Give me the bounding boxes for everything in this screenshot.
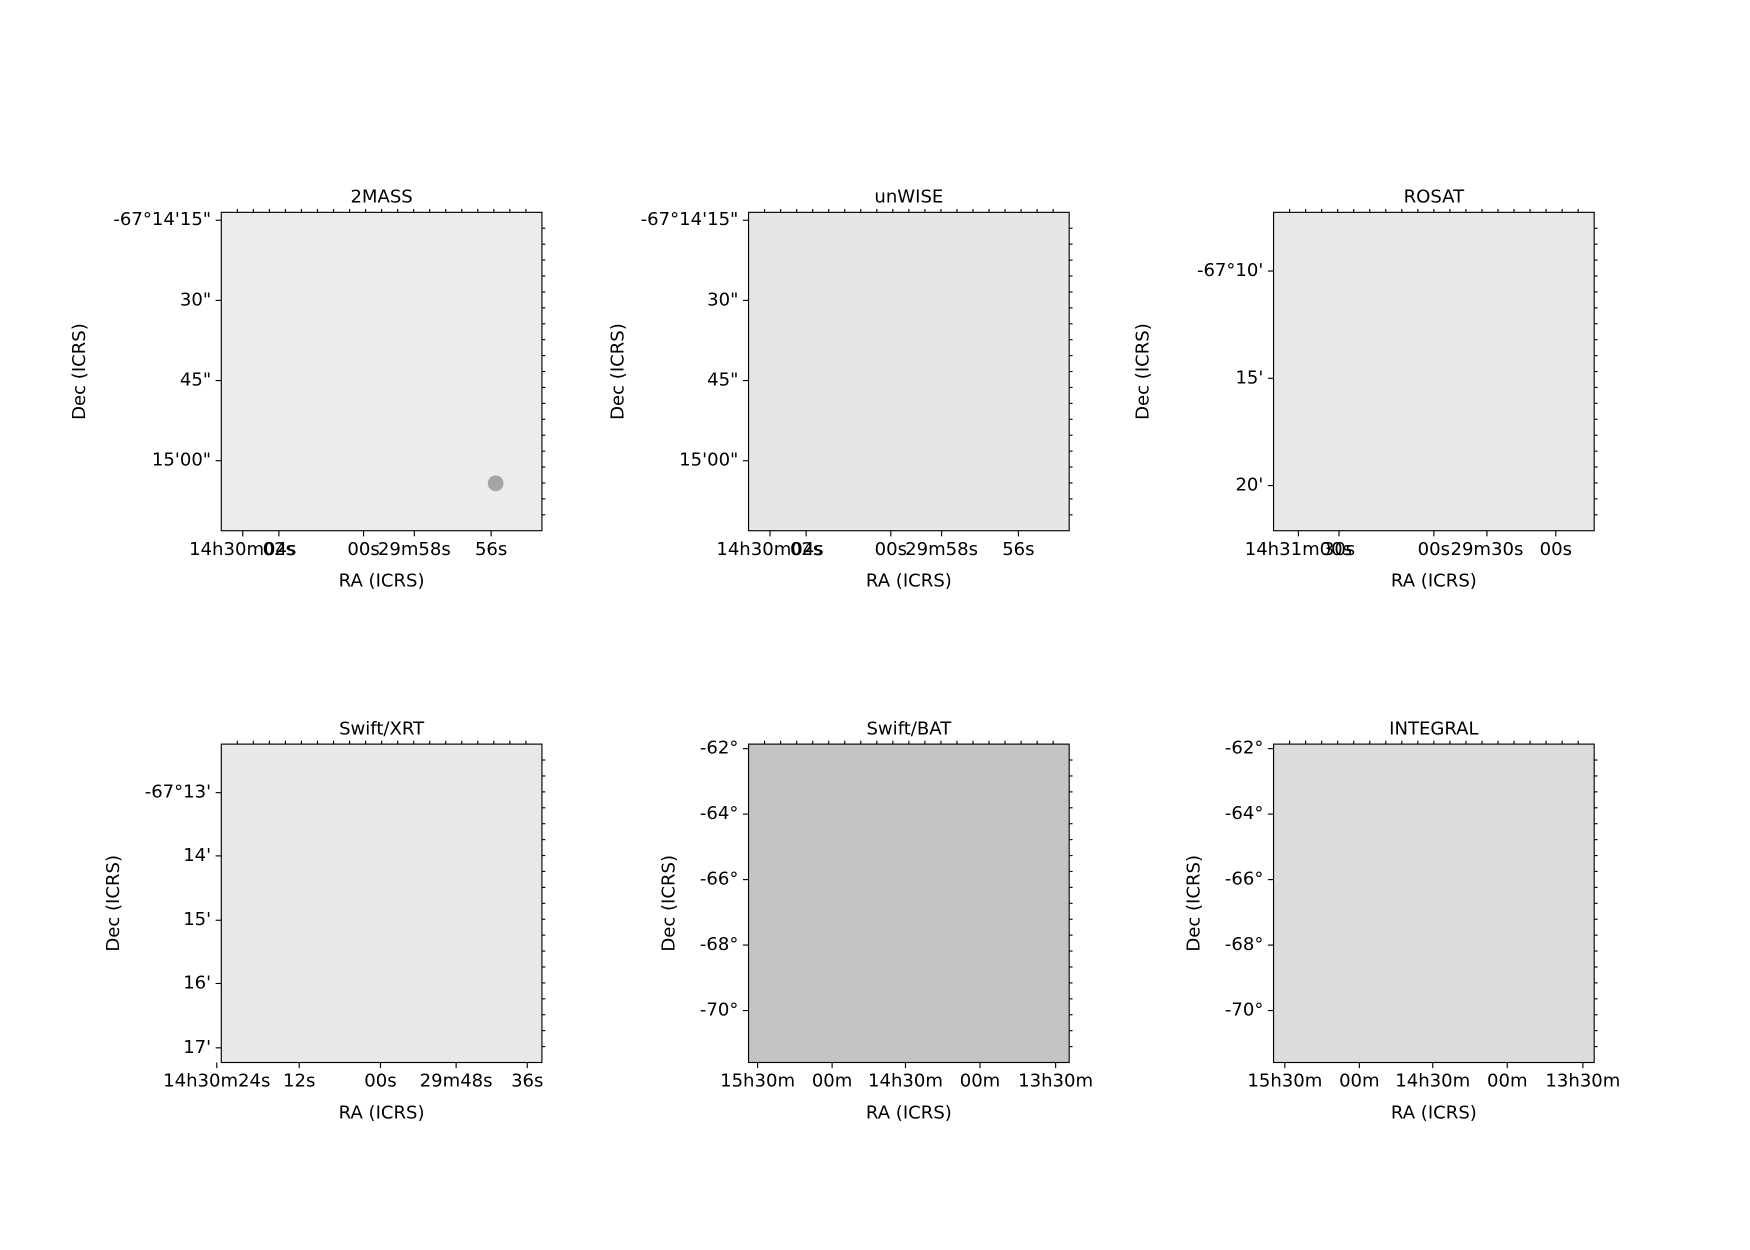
x-tick-label: 14h30m04s [189,539,296,560]
image-background [748,212,1070,531]
x-axis-label: RA (ICRS) [866,1102,952,1123]
panel-title: ROSAT [1404,187,1465,208]
y-tick-label: -62° [700,738,738,759]
panel-title: unWISE [874,187,943,208]
marker [487,475,504,492]
x-tick-label: 14h30m [1395,1071,1470,1092]
x-tick-label: 30s [1323,539,1355,560]
y-axis-label: Dec (ICRS) [608,323,629,420]
x-tick-label: 56s [475,539,507,560]
panel-title: Swift/BAT [866,718,952,739]
y-tick-label: 30" [180,289,211,310]
x-tick-label: 00m [1339,1071,1380,1092]
x-axis-label: RA (ICRS) [339,1102,425,1123]
y-axis-label: Dec (ICRS) [659,855,680,952]
x-axis-label: RA (ICRS) [339,571,425,592]
panel-title: Swift/XRT [339,718,425,739]
x-tick-label: 14h30m04s [716,539,823,560]
y-tick-label: 17' [183,1037,211,1058]
panel-title: 2MASS [350,187,412,208]
x-axis-label: RA (ICRS) [1391,571,1477,592]
x-tick-label: 02s [790,539,822,560]
x-tick-label: 00s [875,539,907,560]
x-tick-label: 00s [364,1071,396,1092]
y-tick-label: 20' [1235,475,1263,496]
x-tick-label: 14h31m00s [1245,539,1352,560]
y-tick-label: 30" [707,289,738,310]
x-tick-label: 00m [1487,1071,1528,1092]
y-axis-label: Dec (ICRS) [1184,855,1205,952]
x-tick-label: 15h30m [1247,1071,1322,1092]
y-tick-label: 16' [183,972,211,993]
y-tick-label: -67°14'15" [113,209,211,230]
y-tick-label: -66° [700,869,738,890]
y-tick-label: 14' [183,845,211,866]
image: ★ [487,475,504,492]
panel-title: INTEGRAL [1389,718,1478,739]
y-tick-label: -64° [700,803,738,824]
x-tick-label: 02s [263,539,295,560]
y-tick-label: 15'00" [679,450,738,471]
y-axis-label: Dec (ICRS) [1133,323,1154,420]
y-tick-label: -66° [1225,869,1264,890]
x-axis-label: RA (ICRS) [1391,1102,1477,1123]
y-axis-label: Dec (ICRS) [69,323,90,420]
x-tick-label: 13h30m [1018,1071,1093,1092]
x-tick-label: 36s [511,1071,543,1092]
x-tick-label: 12s [283,1071,315,1092]
y-tick-label: 15'00" [152,450,211,471]
image-background [221,212,542,531]
x-tick-label: 29m58s [378,539,451,560]
image-background [1273,212,1595,531]
x-tick-label: 29m30s [1450,539,1523,560]
image-background [221,744,542,1063]
x-tick-label: 29m58s [905,539,978,560]
y-tick-label: 45" [707,370,738,391]
x-tick-label: 00s [1418,539,1450,560]
x-tick-label: 13h30m [1545,1071,1620,1092]
y-tick-label: -67°13' [145,782,211,803]
y-tick-label: -68° [1225,934,1264,955]
y-axis-label: Dec (ICRS) [103,855,124,952]
y-tick-label: -67°14'15" [641,209,739,230]
x-tick-label: 29m48s [420,1071,493,1092]
image-background [748,744,1070,1063]
x-tick-label: 00m [960,1071,1001,1092]
y-tick-label: 45" [180,370,211,391]
x-axis-label: RA (ICRS) [866,571,952,592]
x-tick-label: 15h30m [720,1071,795,1092]
x-tick-label: 00s [347,539,379,560]
image-background [1273,744,1595,1063]
y-tick-label: -64° [1225,803,1264,824]
x-tick-label: 14h30m24s [163,1071,270,1092]
y-tick-label: -68° [700,934,738,955]
x-tick-label: 14h30m [868,1071,943,1092]
x-tick-label: 56s [1002,539,1034,560]
x-tick-label: 00m [812,1071,853,1092]
y-tick-label: 15' [1235,367,1263,388]
y-tick-label: -62° [1225,738,1264,759]
y-tick-label: -67°10' [1197,260,1263,281]
y-tick-label: 15' [183,909,211,930]
y-tick-label: -70° [1225,1000,1264,1021]
y-tick-label: -70° [700,1000,738,1021]
x-tick-label: 00s [1540,539,1572,560]
